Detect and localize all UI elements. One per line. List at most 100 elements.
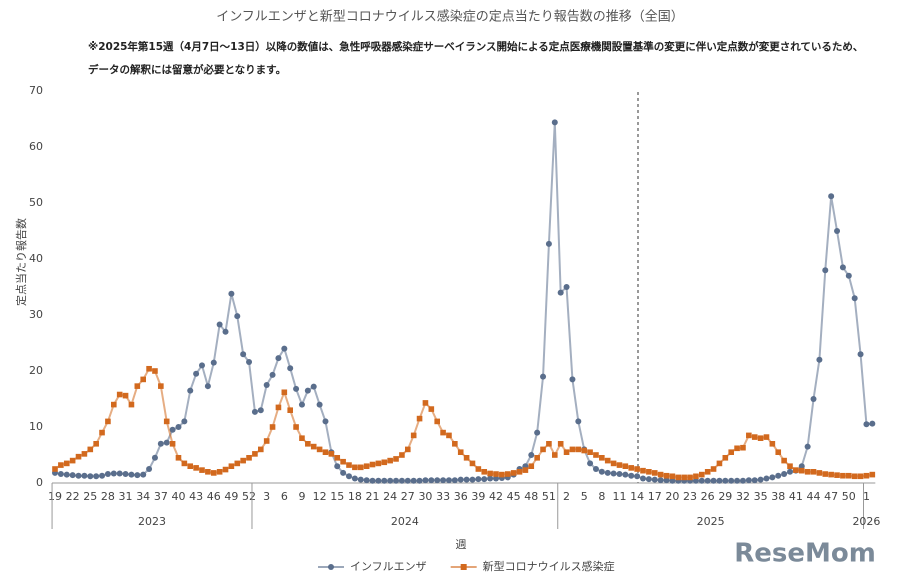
year-label: 2025	[697, 515, 725, 528]
data-point	[610, 460, 617, 467]
data-point	[222, 328, 229, 335]
data-point	[751, 477, 758, 484]
data-point	[716, 460, 723, 467]
data-point	[169, 441, 176, 447]
data-point	[575, 418, 582, 425]
data-point	[528, 463, 535, 469]
data-point	[563, 284, 570, 290]
x-tick-label: 50	[842, 490, 856, 503]
data-point	[575, 446, 582, 453]
data-point	[228, 463, 235, 469]
x-tick-label: 22	[66, 490, 80, 503]
x-tick-label: 31	[119, 490, 133, 503]
data-point	[310, 443, 317, 450]
x-tick-label: 37	[154, 490, 168, 503]
year-label: 2023	[138, 515, 166, 528]
data-point	[110, 470, 117, 477]
data-point	[846, 472, 852, 479]
x-tick-label: 3	[263, 490, 270, 503]
data-point	[610, 470, 617, 477]
data-point	[569, 376, 576, 383]
data-point	[645, 476, 652, 483]
data-point	[675, 474, 682, 481]
data-point	[622, 471, 629, 478]
data-point	[816, 356, 823, 363]
data-point	[387, 477, 394, 484]
data-point	[328, 451, 335, 457]
data-point	[363, 463, 370, 469]
x-tick-label: 51	[542, 490, 556, 503]
data-point	[563, 449, 570, 455]
data-point	[152, 368, 158, 374]
data-point	[451, 477, 458, 484]
data-point	[810, 469, 817, 475]
data-point	[240, 351, 247, 358]
data-point	[851, 473, 858, 480]
data-point	[628, 465, 635, 471]
data-point	[604, 457, 611, 464]
data-point	[352, 464, 358, 471]
data-point	[334, 455, 341, 461]
data-point	[316, 401, 323, 408]
data-point	[69, 457, 76, 464]
x-tick-label: 20	[665, 490, 679, 503]
data-point	[693, 473, 699, 480]
data-point	[258, 446, 264, 453]
data-point	[845, 272, 852, 279]
data-point	[346, 473, 352, 480]
data-point	[481, 476, 488, 483]
data-point	[251, 408, 258, 415]
data-point	[375, 460, 382, 467]
data-point	[757, 476, 764, 483]
x-tick-label: 43	[189, 490, 203, 503]
data-point	[228, 290, 235, 297]
data-point	[834, 228, 841, 234]
data-point	[557, 289, 564, 296]
data-point	[699, 471, 705, 478]
data-point	[816, 470, 823, 476]
data-point	[146, 365, 152, 372]
data-point	[104, 471, 111, 478]
data-point	[798, 463, 805, 470]
data-point	[863, 421, 870, 428]
data-point	[657, 477, 664, 484]
data-point	[681, 474, 687, 481]
data-point	[504, 471, 511, 477]
data-point	[463, 476, 470, 483]
data-point	[422, 400, 429, 406]
x-tick-label: 47	[824, 490, 838, 503]
data-point	[445, 477, 452, 484]
data-point	[434, 418, 440, 425]
data-point	[763, 475, 770, 482]
data-point	[116, 470, 123, 477]
data-point	[269, 424, 276, 430]
data-point	[187, 387, 194, 394]
data-point	[828, 193, 835, 200]
data-point	[851, 295, 858, 302]
data-point	[757, 435, 764, 441]
x-tick-label: 15	[330, 490, 344, 503]
data-point	[781, 457, 787, 464]
x-tick-label: 42	[489, 490, 503, 503]
note: ※2025年第15週（4月7日～13日）以降の数値は、急性呼吸器感染症サーベイラ…	[88, 40, 863, 53]
data-point	[199, 467, 205, 473]
data-point	[669, 477, 676, 484]
data-point	[746, 432, 752, 439]
data-point	[857, 351, 864, 358]
data-point	[687, 474, 693, 481]
x-tick-label: 38	[771, 490, 785, 503]
data-point	[257, 407, 264, 414]
data-point	[122, 471, 129, 478]
data-point	[822, 267, 829, 274]
data-point	[193, 465, 199, 471]
data-point	[804, 469, 811, 475]
data-point	[734, 477, 741, 484]
data-point	[298, 401, 305, 408]
x-tick-label: 24	[383, 490, 397, 503]
data-point	[740, 444, 746, 451]
data-point	[751, 434, 758, 440]
data-point	[663, 472, 670, 479]
data-point	[316, 446, 323, 453]
data-point	[834, 472, 840, 478]
data-point	[722, 477, 729, 484]
